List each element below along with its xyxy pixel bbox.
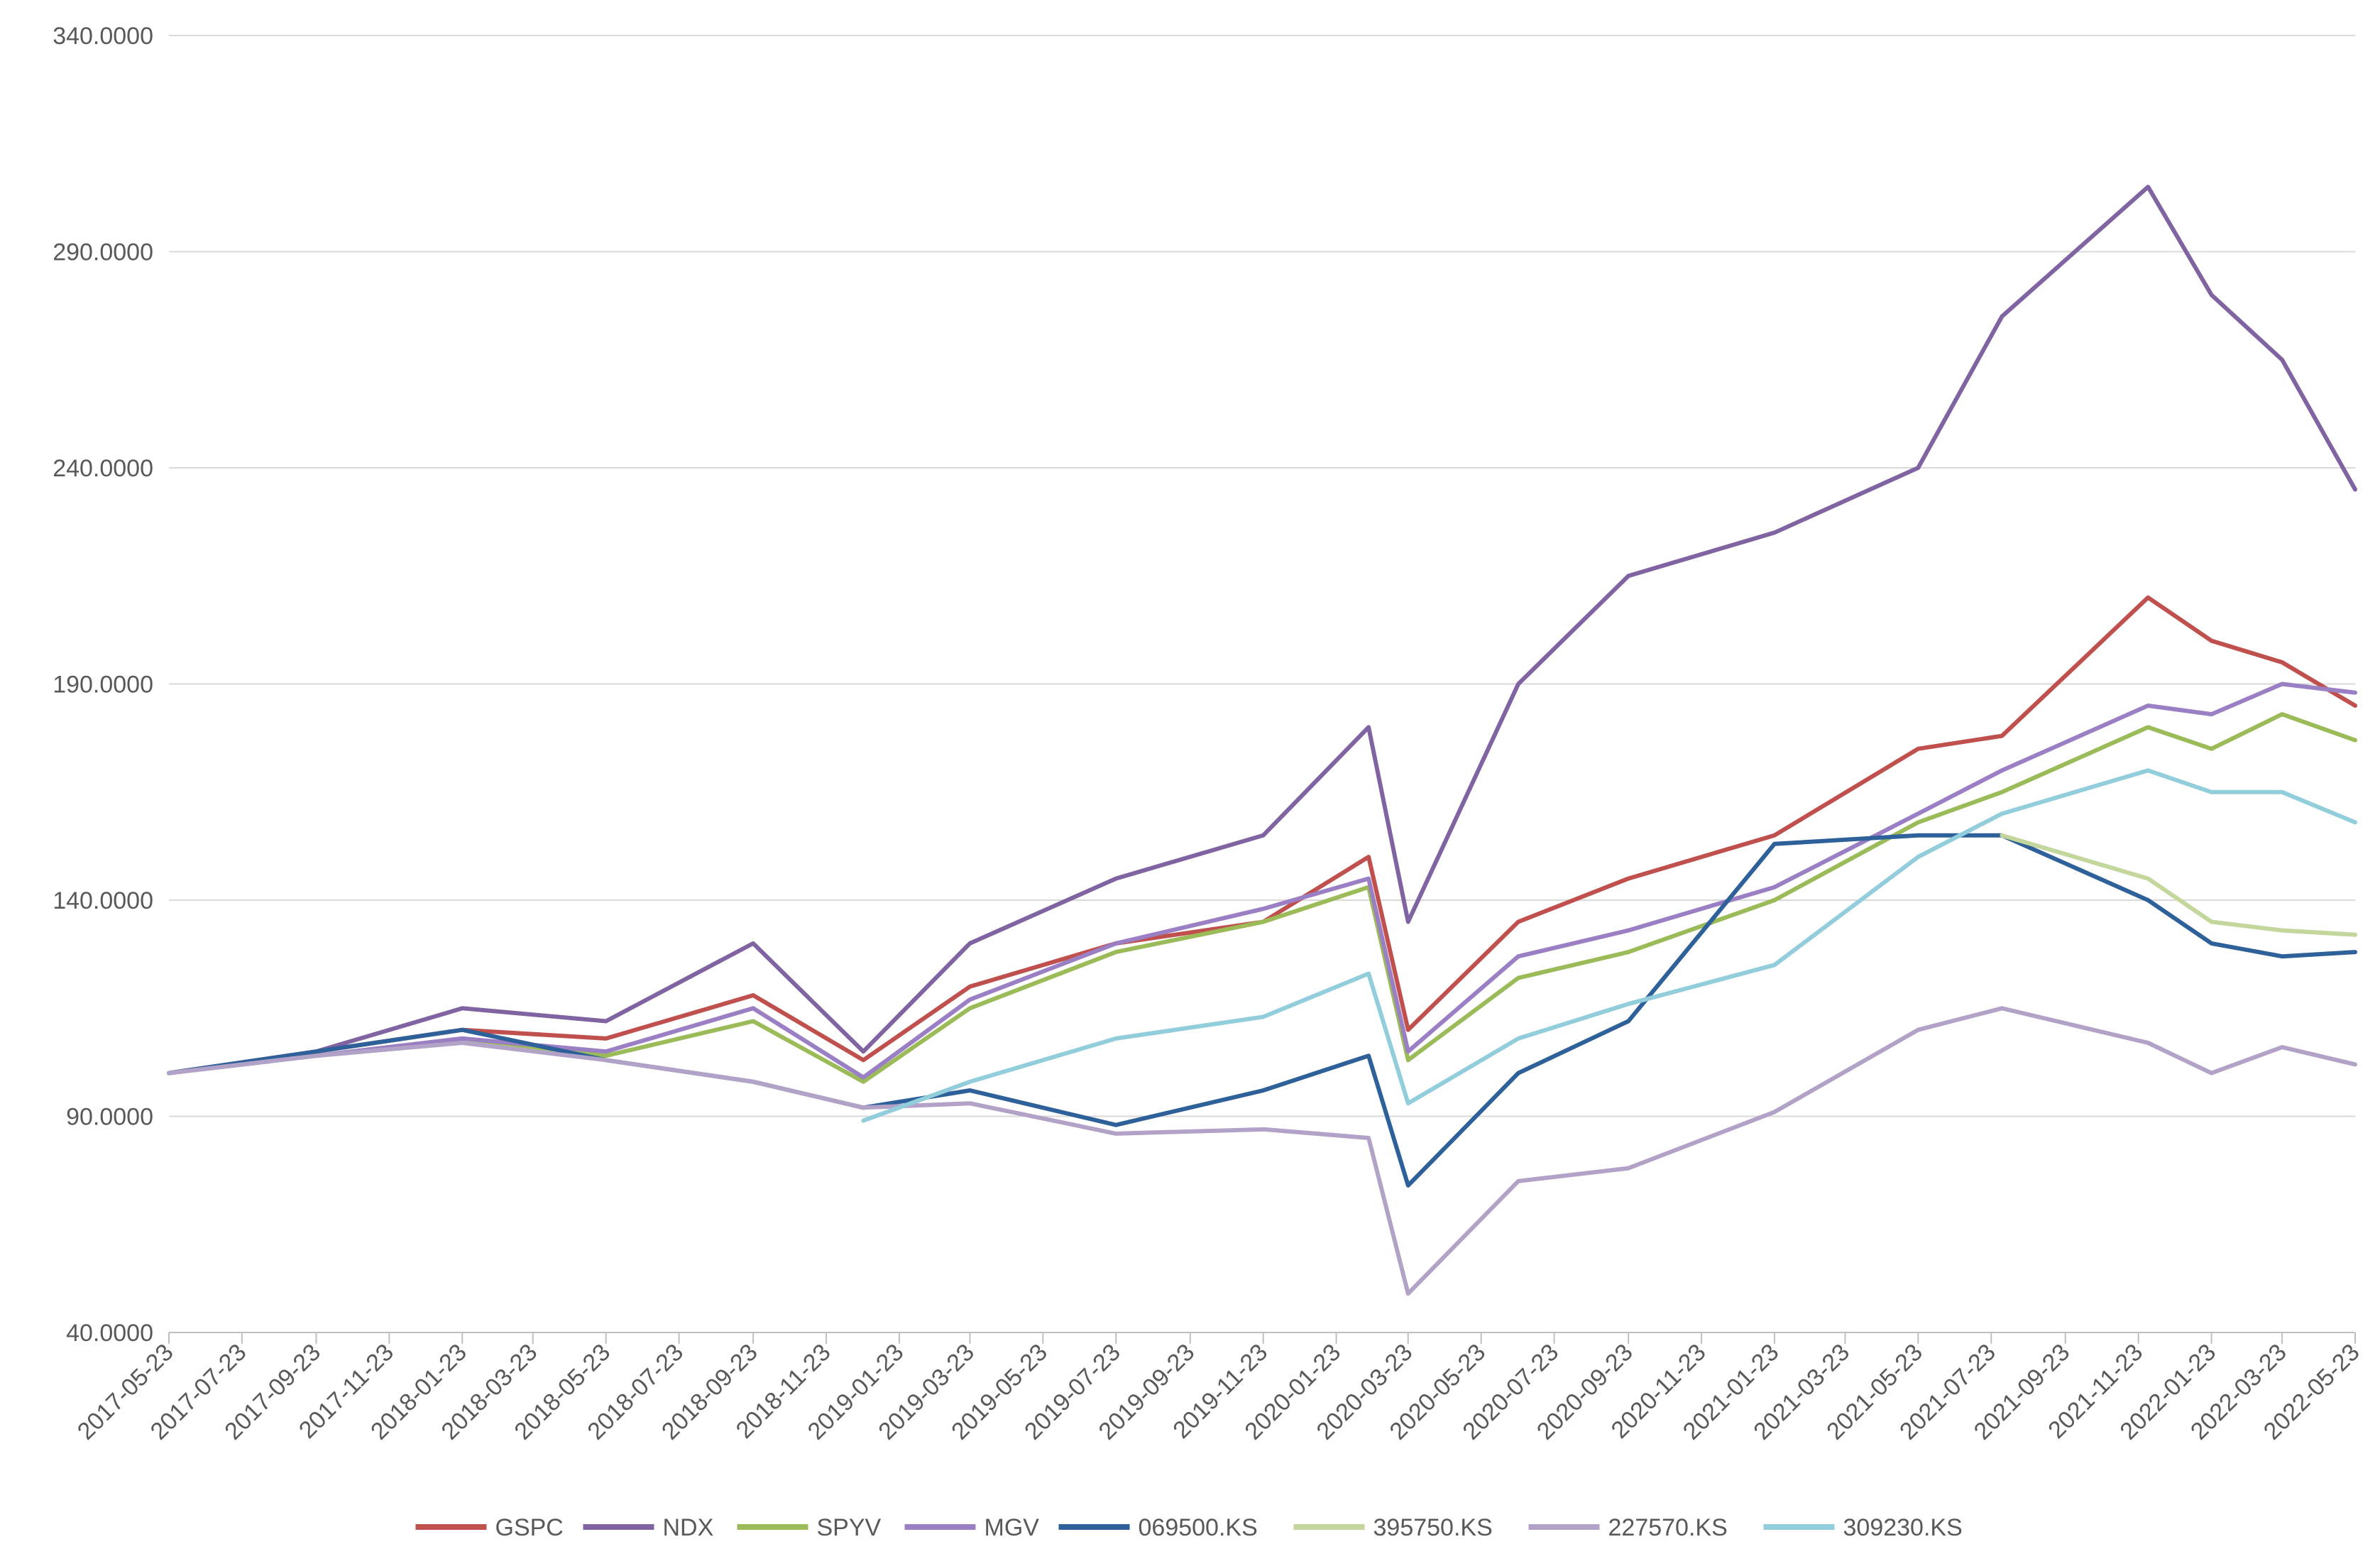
series-line-395750.KS (2000, 833, 2357, 937)
legend-label: NDX (663, 1514, 714, 1541)
series-line-309230.KS (861, 768, 2357, 1123)
legend-label: 227570.KS (1608, 1514, 1728, 1541)
y-tick-label: 240.0000 (53, 455, 153, 482)
y-tick-label: 340.0000 (53, 23, 153, 50)
series-line-MGV (167, 682, 2357, 1080)
y-tick-label: 90.0000 (66, 1104, 153, 1131)
y-tick-label: 40.0000 (66, 1320, 153, 1347)
legend-label: MGV (985, 1514, 1040, 1541)
legend-label: 309230.KS (1843, 1514, 1963, 1541)
legend-label: SPYV (817, 1514, 882, 1541)
gridlines (169, 35, 2355, 1333)
y-tick-label: 290.0000 (53, 239, 153, 266)
legend: GSPC NDX SPYV MGV 069500.KS 395750.KS 227570.K… (415, 1514, 1963, 1541)
series-line-GSPC (167, 595, 2357, 1075)
y-tick-label: 190.0000 (53, 672, 153, 699)
legend-label: 069500.KS (1139, 1514, 1258, 1541)
y-tick-label: 140.0000 (53, 887, 153, 914)
series-line-NDX (167, 185, 2357, 1075)
series-line-227570.KS (167, 1006, 2357, 1296)
legend-label: 395750.KS (1373, 1514, 1493, 1541)
legend-label: GSPC (495, 1514, 564, 1541)
series-lines (167, 185, 2357, 1296)
